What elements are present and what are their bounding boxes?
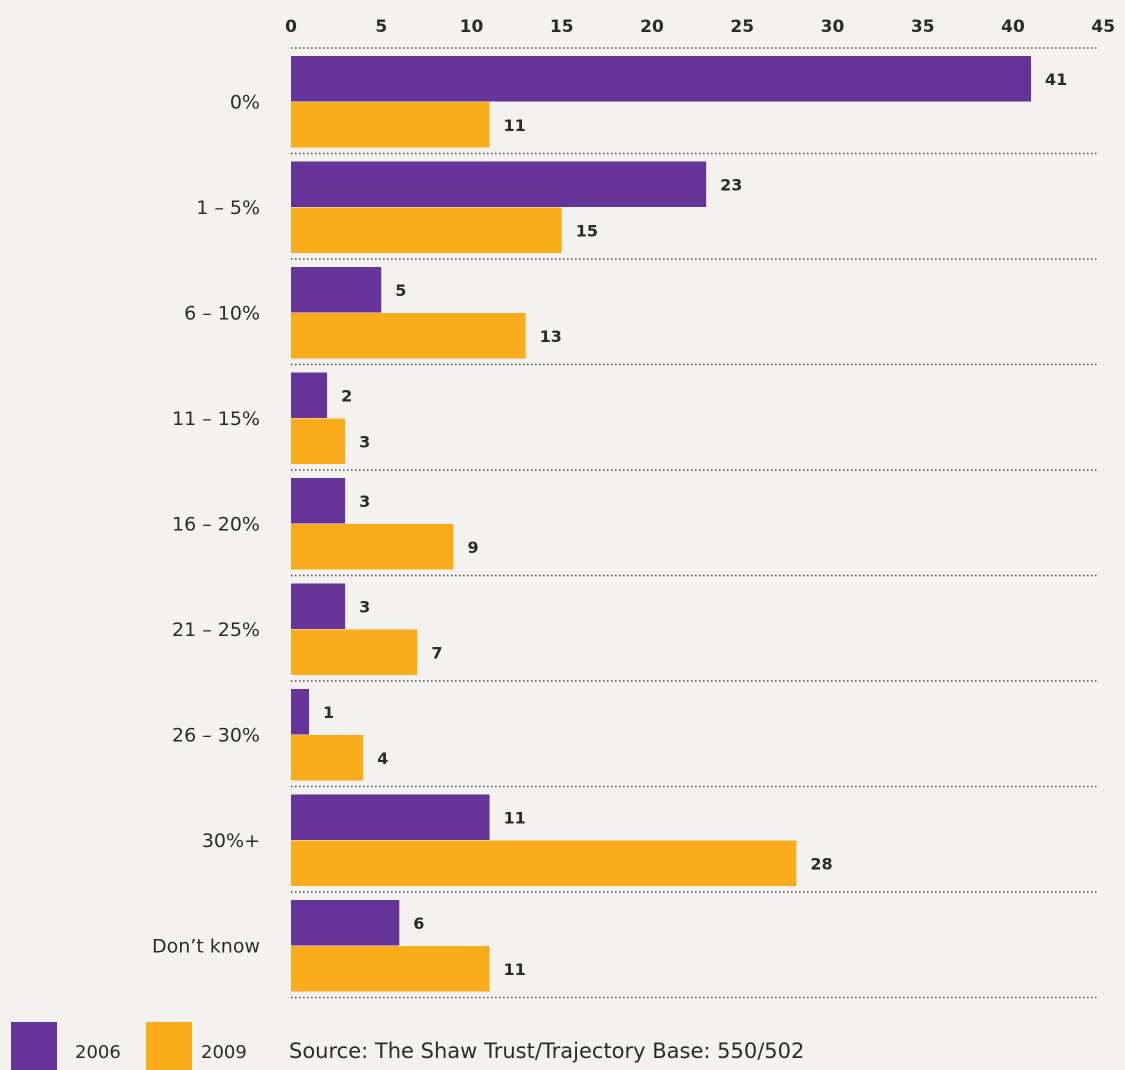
value-label: 7 bbox=[431, 643, 442, 662]
x-tick-label: 5 bbox=[375, 17, 387, 37]
bar-2009 bbox=[291, 313, 526, 359]
x-tick-label: 40 bbox=[1001, 17, 1025, 37]
legend-swatch-2006 bbox=[11, 1022, 57, 1070]
bar-2006 bbox=[291, 478, 346, 524]
bar-2009 bbox=[291, 946, 490, 992]
value-label: 3 bbox=[359, 492, 370, 511]
category-label: Don’t know bbox=[152, 936, 260, 958]
bar-2009 bbox=[291, 629, 418, 675]
bar-2009 bbox=[291, 418, 346, 464]
bar-2009 bbox=[291, 207, 562, 253]
bar-2006 bbox=[291, 689, 310, 735]
category-label: 21 – 25% bbox=[172, 619, 260, 641]
x-tick-label: 45 bbox=[1091, 17, 1115, 37]
category-labels: 0% 1 – 5% 6 – 10% 11 – 15% 16 – 20% 21 – 25% 2… bbox=[152, 92, 260, 958]
bar-2006 bbox=[291, 56, 1032, 102]
value-label: 1 bbox=[323, 703, 334, 722]
legend-label: 2006 bbox=[75, 1042, 121, 1063]
x-tick-label: 25 bbox=[730, 17, 754, 37]
value-label: 3 bbox=[359, 432, 370, 451]
value-label: 11 bbox=[504, 116, 526, 135]
value-label: 4 bbox=[377, 749, 388, 768]
value-label: 28 bbox=[810, 854, 832, 873]
value-label: 3 bbox=[359, 597, 370, 616]
value-label: 9 bbox=[467, 538, 478, 557]
category-label: 26 – 30% bbox=[172, 725, 260, 747]
category-label: 30%+ bbox=[202, 830, 260, 852]
x-tick-label: 15 bbox=[550, 17, 574, 37]
bar-2006 bbox=[291, 267, 382, 313]
bar-2006 bbox=[291, 372, 328, 418]
legend: 2006 2009 bbox=[11, 1022, 247, 1070]
x-tick-label: 20 bbox=[640, 17, 664, 37]
value-label: 6 bbox=[413, 914, 424, 933]
value-label: 11 bbox=[504, 960, 526, 979]
bar-2009 bbox=[291, 840, 797, 886]
category-label: 16 – 20% bbox=[172, 514, 260, 536]
bar-2009 bbox=[291, 524, 454, 570]
bars bbox=[291, 56, 1032, 992]
bar-2006 bbox=[291, 583, 346, 629]
legend-swatch-2009 bbox=[146, 1022, 192, 1070]
value-label: 13 bbox=[540, 327, 562, 346]
x-tick-label: 35 bbox=[911, 17, 935, 37]
value-label: 2 bbox=[341, 386, 352, 405]
bar-2009 bbox=[291, 102, 490, 148]
bar-2006 bbox=[291, 794, 490, 840]
value-label: 5 bbox=[395, 281, 406, 300]
value-label: 11 bbox=[504, 808, 526, 827]
category-label: 1 – 5% bbox=[196, 197, 260, 219]
x-axis-ticks: 0 5 10 15 20 25 30 35 40 45 bbox=[285, 17, 1115, 37]
source-note: Source: The Shaw Trust/Trajectory Base: … bbox=[289, 1039, 804, 1063]
x-tick-label: 30 bbox=[821, 17, 845, 37]
bar-2006 bbox=[291, 900, 400, 946]
value-label: 41 bbox=[1045, 70, 1067, 89]
bar-2009 bbox=[291, 735, 364, 781]
category-label: 11 – 15% bbox=[172, 408, 260, 430]
x-tick-label: 10 bbox=[460, 17, 484, 37]
value-label: 23 bbox=[720, 175, 742, 194]
bar-2006 bbox=[291, 161, 707, 207]
value-label: 15 bbox=[576, 221, 598, 240]
category-label: 0% bbox=[230, 92, 260, 114]
x-tick-label: 0 bbox=[285, 17, 297, 37]
legend-label: 2009 bbox=[201, 1042, 247, 1063]
category-label: 6 – 10% bbox=[184, 303, 260, 325]
